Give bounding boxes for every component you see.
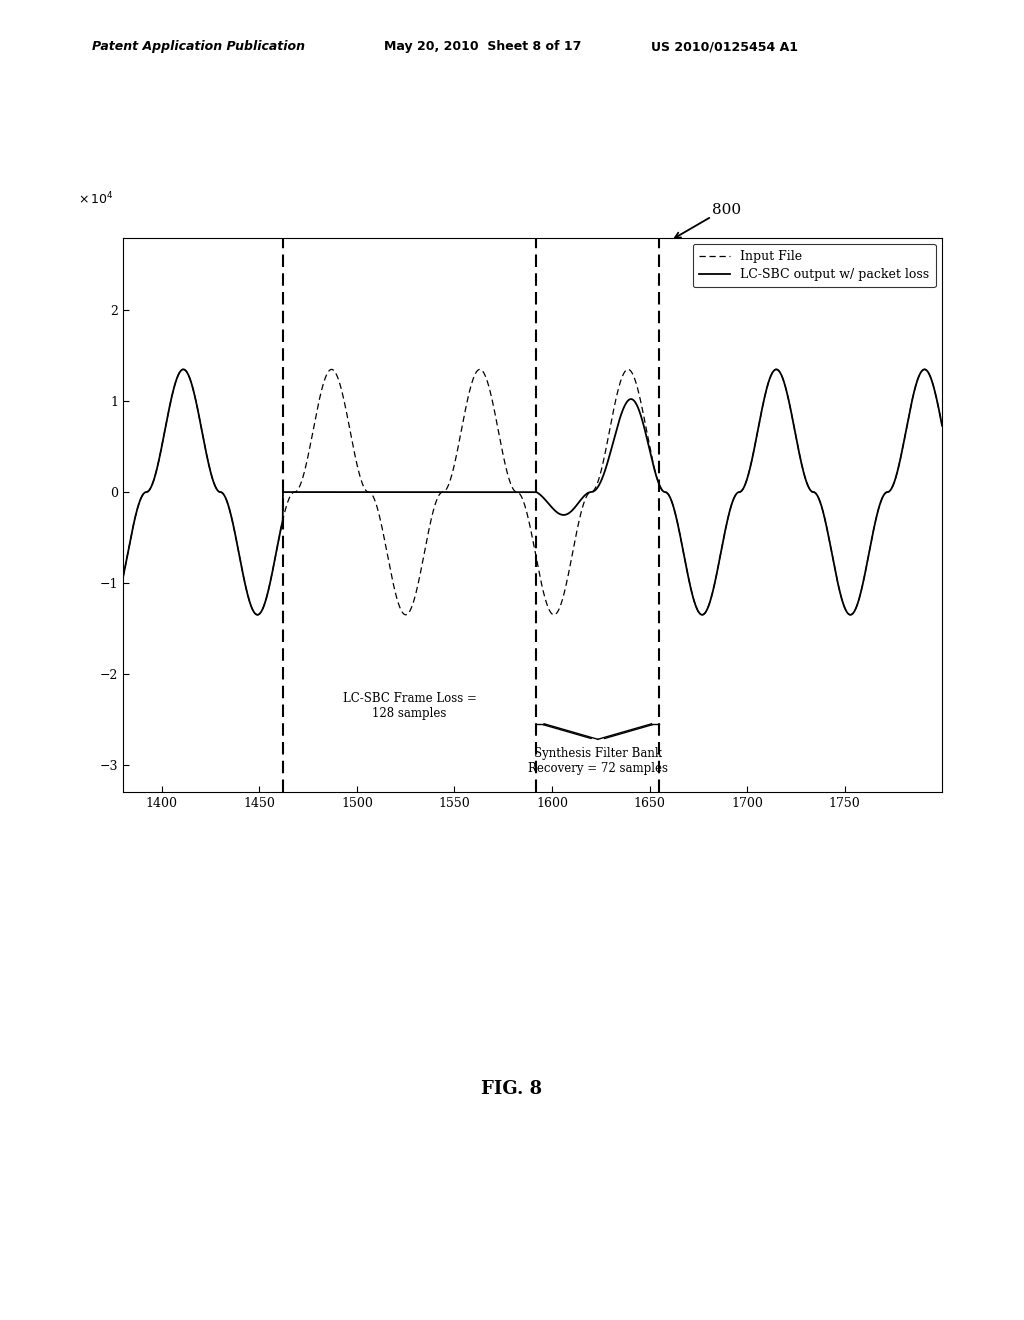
- LC-SBC output w/ packet loss: [601, 454, 613, 470]
- Text: 800: 800: [712, 203, 740, 216]
- LC-SBC output w/ packet loss: [637, 417, 649, 433]
- LC-SBC output w/ packet loss: [158, 426, 170, 442]
- Legend: Input File, LC-SBC output w/ packet loss: Input File, LC-SBC output w/ packet loss: [693, 244, 936, 288]
- Text: Patent Application Publication: Patent Application Publication: [92, 40, 305, 53]
- LC-SBC output w/ packet loss: [724, 502, 736, 517]
- Input File: [548, 607, 560, 623]
- Input File: [637, 407, 649, 422]
- Text: May 20, 2010  Sheet 8 of 17: May 20, 2010 Sheet 8 of 17: [384, 40, 582, 53]
- Input File: [768, 363, 780, 379]
- Input File: [117, 570, 129, 586]
- LC-SBC output w/ packet loss: [117, 570, 129, 586]
- Input File: [414, 570, 426, 586]
- LC-SBC output w/ packet loss: [768, 363, 780, 379]
- Text: FIG. 8: FIG. 8: [481, 1080, 543, 1098]
- LC-SBC output w/ packet loss: [251, 607, 263, 623]
- Line: Input File: Input File: [123, 370, 942, 615]
- Input File: [770, 362, 782, 378]
- LC-SBC output w/ packet loss: [770, 362, 782, 378]
- Input File: [936, 417, 948, 433]
- LC-SBC output w/ packet loss: [936, 417, 948, 433]
- Text: Synthesis Filter Bank
Recovery = 72 samples: Synthesis Filter Bank Recovery = 72 samp…: [527, 747, 668, 775]
- Text: LC-SBC Frame Loss =
128 samples: LC-SBC Frame Loss = 128 samples: [343, 692, 476, 719]
- Text: $\times\,10^4$: $\times\,10^4$: [78, 190, 114, 207]
- Text: US 2010/0125454 A1: US 2010/0125454 A1: [651, 40, 799, 53]
- Input File: [158, 426, 170, 442]
- Line: LC-SBC output w/ packet loss: LC-SBC output w/ packet loss: [123, 370, 942, 615]
- Input File: [724, 502, 736, 517]
- Input File: [601, 432, 613, 447]
- LC-SBC output w/ packet loss: [414, 484, 426, 500]
